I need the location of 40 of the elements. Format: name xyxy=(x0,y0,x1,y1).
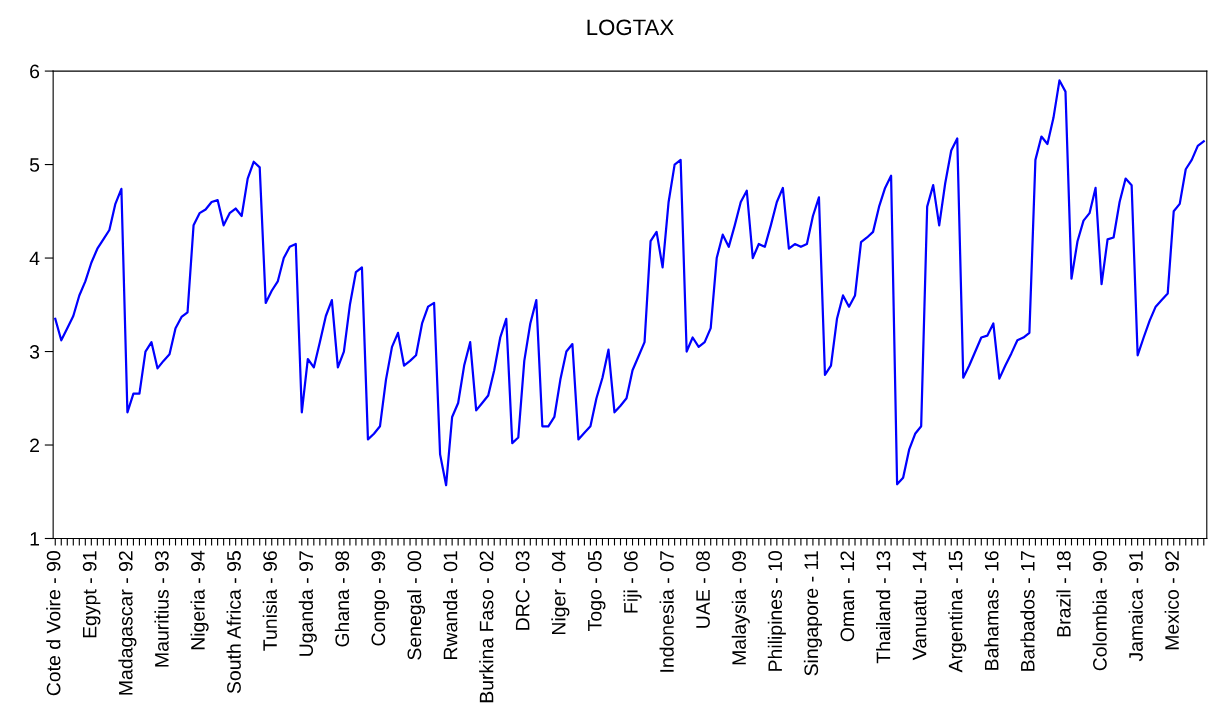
y-tick-label: 2 xyxy=(30,438,39,453)
x-tick-label: UAE - 08 xyxy=(696,551,710,628)
x-tick-label: Cote d Voire - 90 xyxy=(46,551,61,696)
x-tick-label: Uganda - 97 xyxy=(298,551,317,656)
x-tick-label: Egypt - 91 xyxy=(82,551,101,638)
x-tick-label: South Africa - 95 xyxy=(226,551,241,694)
x-tick-label: DRC - 03 xyxy=(515,551,530,630)
x-tick-label: Bahamas - 16 xyxy=(984,551,999,670)
x-tick-label: Indonesia - 07 xyxy=(659,551,674,672)
x-tick-label: Burkina Faso - 02 xyxy=(479,551,494,703)
x-tick-label: Madagascar - 92 xyxy=(118,551,137,695)
x-tick-label: Rwanda - 01 xyxy=(443,551,458,659)
x-tick-label: Argentina - 15 xyxy=(948,551,967,673)
x-tick-label: Vanuatu - 14 xyxy=(912,550,927,661)
y-tick-label: 6 xyxy=(30,64,40,79)
x-tick-label: Thailand - 13 xyxy=(876,551,891,664)
y-tick-label: 5 xyxy=(29,158,40,172)
x-tick-label: Mauritius - 93 xyxy=(154,551,169,667)
x-tick-label: Barbados - 17 xyxy=(1020,551,1035,671)
y-tick-label: 1 xyxy=(30,532,40,546)
x-tick-label: Jamaica - 91 xyxy=(1128,551,1143,662)
line-series xyxy=(54,79,1205,487)
x-tick-label: Oman - 12 xyxy=(840,551,855,642)
y-tick-label: 3 xyxy=(29,345,40,359)
x-tick-label: Niger - 04 xyxy=(551,550,570,635)
x-tick-label: Mexico - 92 xyxy=(1164,551,1179,650)
x-tick-label: Congo - 99 xyxy=(371,551,390,646)
x-tick-label: Senegal - 00 xyxy=(406,551,426,660)
x-tick-label: Togo - 05 xyxy=(587,551,606,631)
x-tick-label: Malaysia - 09 xyxy=(731,551,750,665)
x-tick-label: Philipines - 10 xyxy=(767,551,786,671)
x-tick-label: Nigeria - 94 xyxy=(190,550,209,650)
x-tick-label: Colombia - 90 xyxy=(1092,551,1107,671)
chart-title: LOGTAX xyxy=(587,19,674,36)
x-tick-label: Singapore - 11 xyxy=(803,551,822,676)
x-tick-label: Fiji - 06 xyxy=(623,551,642,613)
x-tick-label: Brazil - 18 xyxy=(1056,551,1071,637)
y-tick-label: 4 xyxy=(29,251,40,266)
x-tick-label: Ghana - 98 xyxy=(334,551,350,647)
x-tick-label: Tunisia - 96 xyxy=(262,551,277,651)
